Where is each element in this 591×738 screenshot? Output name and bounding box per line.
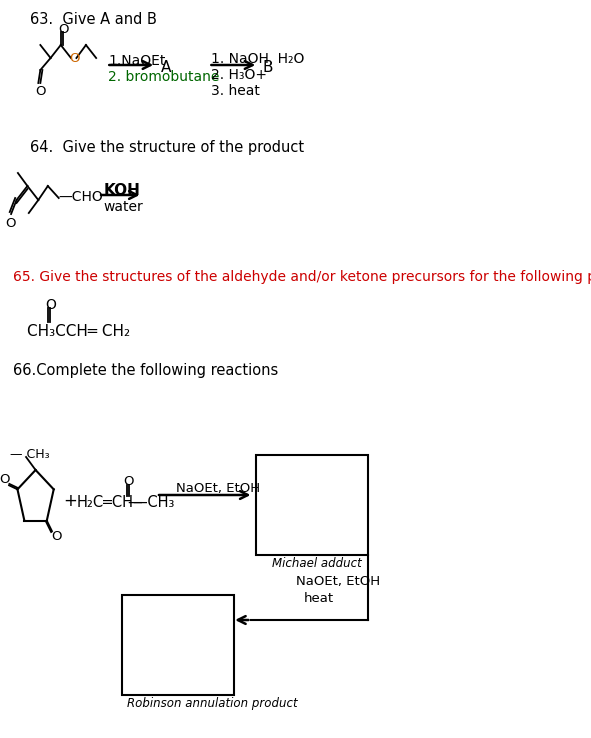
- Text: 65. Give the structures of the aldehyde and/or ketone precursors for the followi: 65. Give the structures of the aldehyde …: [13, 270, 591, 284]
- Text: A: A: [161, 60, 171, 75]
- Text: O: O: [6, 217, 16, 230]
- Text: H₂C═CH—: H₂C═CH—: [76, 495, 148, 510]
- Text: — CH₃: — CH₃: [11, 448, 50, 461]
- Text: NaOEt, EtOH: NaOEt, EtOH: [296, 575, 379, 588]
- Text: 1. NaOH, H₂O: 1. NaOH, H₂O: [210, 52, 304, 66]
- Text: water: water: [103, 200, 144, 214]
- Text: O: O: [45, 298, 56, 312]
- Text: 2. bromobutane: 2. bromobutane: [108, 70, 220, 84]
- Text: 64.  Give the structure of the product: 64. Give the structure of the product: [30, 140, 304, 155]
- Text: 3. heat: 3. heat: [210, 84, 259, 98]
- Text: O: O: [58, 23, 69, 36]
- Text: O: O: [124, 475, 134, 488]
- Text: heat: heat: [304, 592, 334, 605]
- Text: Michael adduct: Michael adduct: [272, 557, 362, 570]
- Text: B: B: [263, 60, 274, 75]
- Text: 66.Complete the following reactions: 66.Complete the following reactions: [13, 363, 278, 378]
- Bar: [256, 455, 368, 555]
- Text: Robinson annulation product: Robinson annulation product: [128, 697, 298, 710]
- Text: O: O: [70, 52, 80, 65]
- Text: 63.  Give A and B: 63. Give A and B: [30, 12, 157, 27]
- Text: CH₃CCH═ CH₂: CH₃CCH═ CH₂: [27, 324, 130, 339]
- Text: +: +: [63, 492, 77, 510]
- Text: — CH₃: — CH₃: [128, 495, 174, 510]
- Text: O: O: [35, 85, 46, 98]
- Text: NaOEt, EtOH: NaOEt, EtOH: [177, 482, 261, 495]
- Text: KOH: KOH: [103, 183, 141, 198]
- Text: 2. H₃O+: 2. H₃O+: [210, 68, 267, 82]
- Text: O: O: [0, 473, 10, 486]
- Text: O: O: [51, 530, 62, 542]
- Text: 1.NaOEt: 1.NaOEt: [108, 54, 166, 68]
- Text: —CHO: —CHO: [59, 190, 103, 204]
- Bar: [122, 595, 234, 695]
